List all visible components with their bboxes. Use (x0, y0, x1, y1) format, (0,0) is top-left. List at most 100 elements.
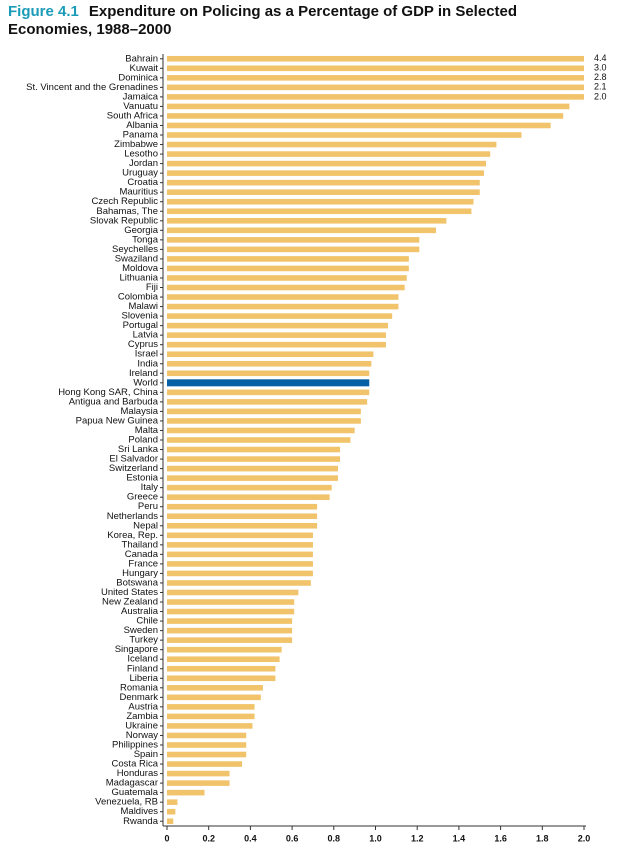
y-tick-label: Moldova (122, 263, 159, 274)
bar (167, 799, 178, 805)
y-tick-label: Austria (128, 701, 158, 712)
y-tick-label: Honduras (117, 768, 158, 779)
x-tick-label: 0.2 (202, 833, 215, 843)
y-tick-label: Italy (141, 482, 159, 493)
bar (167, 494, 330, 500)
y-tick-label: Philippines (112, 740, 158, 751)
bar (167, 217, 447, 224)
y-tick-label: India (137, 358, 158, 369)
value-label: 3.0 (594, 63, 607, 73)
bar (167, 570, 313, 577)
x-tick-label: 1.2 (411, 833, 424, 843)
bar (167, 284, 405, 291)
bar (167, 360, 372, 367)
bar (167, 237, 420, 243)
bar (167, 675, 276, 682)
y-tick-label: Panama (123, 130, 159, 141)
y-tick-label: St. Vincent and the Grenadines (26, 82, 158, 93)
bar (167, 303, 399, 310)
y-tick-label: Mauritius (119, 187, 158, 198)
bar (167, 113, 564, 119)
bar (167, 370, 370, 377)
bar (167, 618, 293, 624)
bars (167, 55, 584, 825)
y-tick-label: Cyprus (128, 339, 158, 350)
y-tick-label: Colombia (118, 292, 159, 303)
bar (167, 208, 472, 215)
y-tick-label: Sri Lanka (118, 444, 159, 455)
bar (167, 227, 436, 234)
bar (167, 446, 341, 453)
y-tick-label: Malawi (128, 301, 158, 312)
bar (167, 561, 313, 567)
bar (167, 704, 255, 710)
bar (167, 313, 393, 319)
x-tick-label: 1.4 (453, 833, 466, 843)
bar (167, 770, 230, 777)
y-tick-label: Portugal (123, 320, 158, 331)
y-tick-label: Finland (127, 663, 158, 674)
y-tick-label: United States (101, 587, 158, 598)
bar (167, 665, 276, 672)
bar (167, 341, 386, 348)
y-tick-label: Vanuatu (123, 101, 158, 112)
y-tick-label: Antigua and Barbuda (69, 396, 159, 407)
y-tick-label: Venezuela, RB (95, 797, 158, 808)
bar (167, 141, 497, 148)
figure-label: Figure 4.1 (8, 3, 79, 20)
bar (167, 694, 261, 701)
bar (167, 132, 522, 138)
y-tick-label: Zimbabwe (114, 139, 158, 150)
bar (167, 408, 361, 415)
bar (167, 265, 409, 272)
value-label: 4.4 (594, 53, 607, 63)
y-tick-label: Nepal (133, 520, 158, 531)
bar (167, 427, 355, 434)
bar (167, 65, 584, 72)
bar (167, 160, 487, 167)
bar (167, 322, 389, 329)
bar (167, 646, 282, 653)
bar (167, 55, 584, 62)
bar (167, 256, 409, 262)
y-tick-label: Ireland (129, 368, 158, 379)
y-tick-label: Czech Republic (91, 196, 158, 207)
value-label: 2.0 (594, 91, 607, 101)
bar (167, 789, 205, 796)
y-tick-label: Ukraine (125, 720, 158, 731)
y-tick-label: Madagascar (106, 778, 158, 789)
bar (167, 170, 484, 176)
bar (167, 599, 295, 605)
bar (167, 532, 313, 539)
bar (167, 84, 584, 91)
bar (167, 808, 176, 815)
bar (167, 418, 361, 424)
y-tick-label: Norway (126, 730, 158, 741)
bar (167, 399, 368, 405)
y-tick-label: Canada (125, 549, 159, 560)
title-block: Figure 4.1 Expenditure on Policing as a P… (8, 3, 568, 39)
bar (167, 761, 243, 767)
bar (167, 389, 370, 396)
y-tick-label: Bahamas, The (96, 206, 158, 217)
bar (167, 294, 399, 300)
bar (167, 379, 370, 387)
y-tick-label: Swaziland (115, 253, 158, 264)
y-tick-label: Poland (128, 435, 158, 446)
y-tick-label: Costa Rica (112, 759, 159, 770)
bar (167, 723, 253, 729)
bar (167, 246, 420, 253)
value-label: 2.1 (594, 82, 607, 92)
y-tick-label: World (133, 377, 158, 388)
bar (167, 751, 247, 758)
y-tick-label: Maldives (121, 806, 159, 817)
x-tick-label: 0 (164, 833, 169, 843)
y-tick-label: Georgia (124, 225, 159, 236)
y-tick-label: Turkey (129, 635, 158, 646)
bar (167, 608, 295, 615)
value-label: 2.8 (594, 72, 607, 82)
bar (167, 513, 318, 520)
y-tick-label: Bahrain (125, 53, 158, 64)
